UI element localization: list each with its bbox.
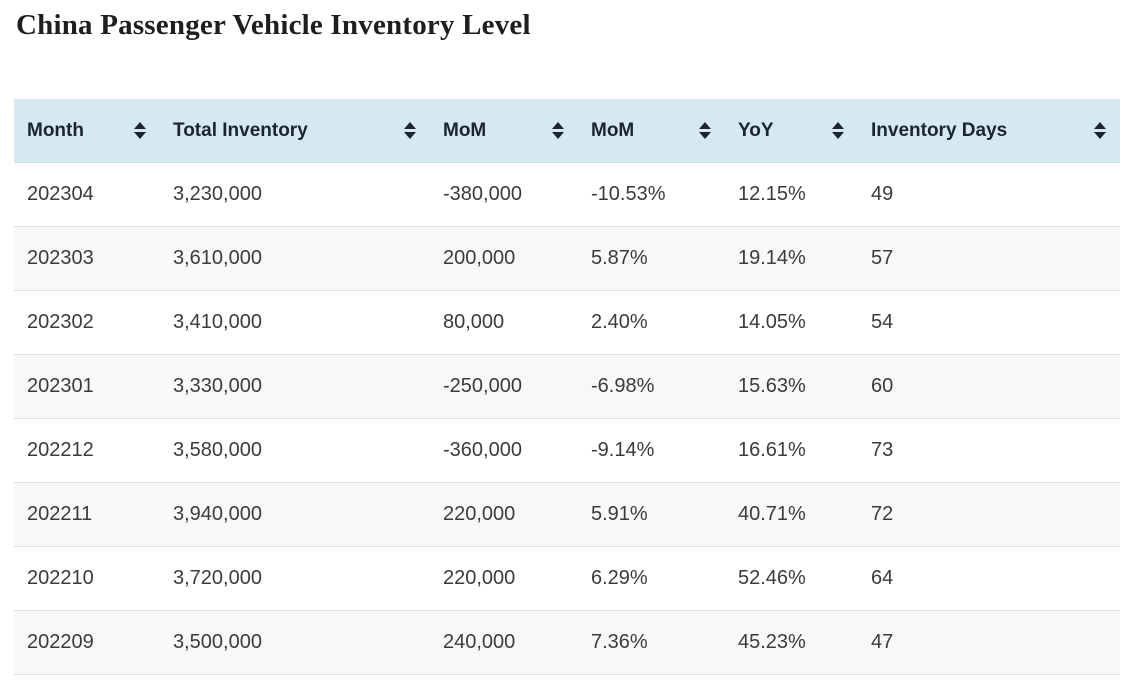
table-cell: 202303 [27, 247, 94, 269]
table-row: 202302 3,410,000 80,000 2.40% 14.05% 54 [14, 290, 1120, 355]
table-cell: 72 [871, 503, 894, 525]
table-cell: 3,580,000 [173, 439, 262, 461]
table-cell: -9.14% [591, 439, 655, 461]
table-row: 202303 3,610,000 200,000 5.87% 19.14% 57 [14, 226, 1120, 291]
table-cell: 3,610,000 [173, 247, 262, 269]
column-header-0-month[interactable]: Month [14, 99, 160, 163]
table-cell: 16.61% [738, 439, 806, 461]
column-header-1-total-inventory[interactable]: Total Inventory [160, 99, 430, 163]
table-cell: 6.29% [591, 567, 648, 589]
table-cell: 3,330,000 [173, 375, 262, 397]
table-cell: 220,000 [443, 503, 516, 525]
column-header-label: MoM [591, 119, 635, 141]
table-cell: 202212 [27, 439, 94, 461]
table-cell: 3,720,000 [173, 567, 262, 589]
page-title: China Passenger Vehicle Inventory Level [16, 9, 531, 41]
table-cell: 73 [871, 439, 894, 461]
table-cell: -250,000 [443, 375, 522, 397]
table-cell: 64 [871, 567, 894, 589]
table-cell: 3,500,000 [173, 631, 262, 653]
table-cell: -6.98% [591, 375, 655, 397]
table-header-row: Month Total Inventory MoM MoM YoY Inventory D… [14, 99, 1120, 163]
column-header-3-mom[interactable]: MoM [578, 99, 725, 163]
table-row: 202301 3,330,000 -250,000 -6.98% 15.63% 60 [14, 354, 1120, 419]
table-cell: -10.53% [591, 183, 666, 205]
table-cell: 240,000 [443, 631, 516, 653]
table-cell: 60 [871, 375, 894, 397]
table-cell: 7.36% [591, 631, 648, 653]
sort-arrows-icon [699, 122, 711, 139]
table-cell: 5.91% [591, 503, 648, 525]
table-cell: 202210 [27, 567, 94, 589]
table-cell: 3,940,000 [173, 503, 262, 525]
sort-arrows-icon [552, 122, 564, 139]
table-cell: 80,000 [443, 311, 505, 333]
table-cell: 3,230,000 [173, 183, 262, 205]
table-cell: 52.46% [738, 567, 806, 589]
table-cell: 202211 [27, 503, 93, 525]
table-cell: 14.05% [738, 311, 806, 333]
table-cell: 40.71% [738, 503, 806, 525]
table-body: 202304 3,230,000 -380,000 -10.53% 12.15% 49 20… [14, 162, 1120, 675]
column-header-label: YoY [738, 119, 774, 141]
table-cell: 202301 [27, 375, 94, 397]
table-cell: 57 [871, 247, 894, 269]
table-row: 202304 3,230,000 -380,000 -10.53% 12.15% 49 [14, 162, 1120, 227]
inventory-table: Month Total Inventory MoM MoM YoY Inventory D… [14, 99, 1120, 675]
table-row: 202211 3,940,000 220,000 5.91% 40.71% 72 [14, 482, 1120, 547]
table-row: 202209 3,500,000 240,000 7.36% 45.23% 47 [14, 610, 1120, 675]
column-header-label: Total Inventory [173, 119, 308, 141]
table-row: 202212 3,580,000 -360,000 -9.14% 16.61% 73 [14, 418, 1120, 483]
table-cell: 5.87% [591, 247, 648, 269]
sort-arrows-icon [134, 122, 146, 139]
table-cell: -360,000 [443, 439, 522, 461]
table-cell: 12.15% [738, 183, 806, 205]
table-cell: 45.23% [738, 631, 806, 653]
column-header-4-yoy[interactable]: YoY [725, 99, 858, 163]
column-header-label: Inventory Days [871, 119, 1008, 141]
table-cell: -380,000 [443, 183, 522, 205]
column-header-2-mom[interactable]: MoM [430, 99, 578, 163]
sort-arrows-icon [832, 122, 844, 139]
table-cell: 19.14% [738, 247, 806, 269]
table-cell: 202304 [27, 183, 94, 205]
table-cell: 200,000 [443, 247, 516, 269]
column-header-label: MoM [443, 119, 487, 141]
sort-arrows-icon [404, 122, 416, 139]
table-cell: 49 [871, 183, 894, 205]
table-cell: 202302 [27, 311, 94, 333]
table-cell: 202209 [27, 631, 94, 653]
table-row: 202210 3,720,000 220,000 6.29% 52.46% 64 [14, 546, 1120, 611]
table-cell: 15.63% [738, 375, 806, 397]
table-cell: 220,000 [443, 567, 516, 589]
table-cell: 47 [871, 631, 894, 653]
table-cell: 3,410,000 [173, 311, 262, 333]
sort-arrows-icon [1094, 122, 1106, 139]
table-cell: 54 [871, 311, 894, 333]
table-cell: 2.40% [591, 311, 648, 333]
column-header-label: Month [27, 119, 84, 141]
column-header-5-inventory-days[interactable]: Inventory Days [858, 99, 1120, 163]
